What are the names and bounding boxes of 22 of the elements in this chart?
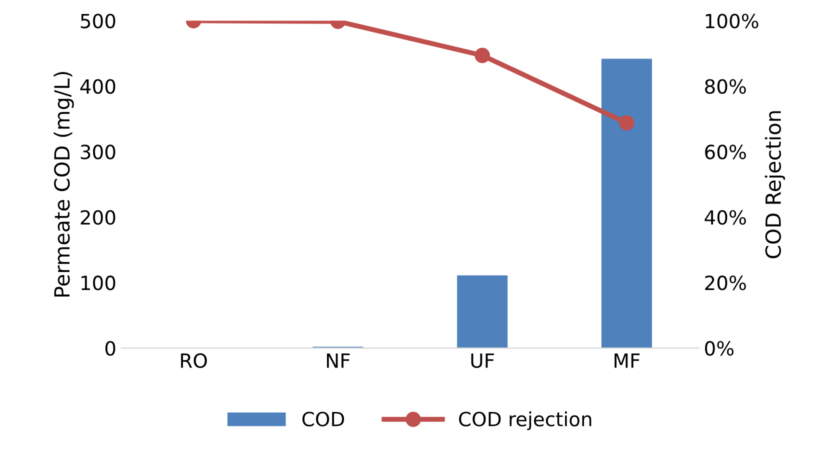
y2-tick-label: 40% [704, 210, 746, 225]
y2-tick-label: 0% [705, 341, 734, 356]
legend-label: COD rejection [459, 411, 592, 430]
y2-tick-label: 20% [705, 276, 746, 290]
x-tick-label: NF [326, 354, 350, 368]
y-tick-label: 500 [80, 14, 116, 28]
y-tick-label: 400 [80, 79, 116, 94]
bar [601, 58, 652, 348]
y-axis-title: Permeate COD (mg/L) [54, 72, 74, 297]
bar [457, 275, 508, 348]
legend-label: COD [302, 412, 344, 426]
y2-tick-label: 80% [705, 79, 746, 94]
y2-axis-title: COD Rejection [764, 111, 786, 258]
y2-tick-label: 100% [706, 14, 758, 28]
y-tick-label: 200 [80, 210, 116, 225]
y-tick-label: 0 [105, 341, 116, 356]
x-tick-label: MF [614, 354, 640, 368]
y-tick-label: 100 [82, 276, 116, 290]
x-tick-label: UF [471, 354, 494, 368]
x-tick-label: RO [181, 353, 207, 368]
y-tick-label: 300 [80, 144, 116, 160]
y2-tick-label: 60% [705, 144, 746, 160]
